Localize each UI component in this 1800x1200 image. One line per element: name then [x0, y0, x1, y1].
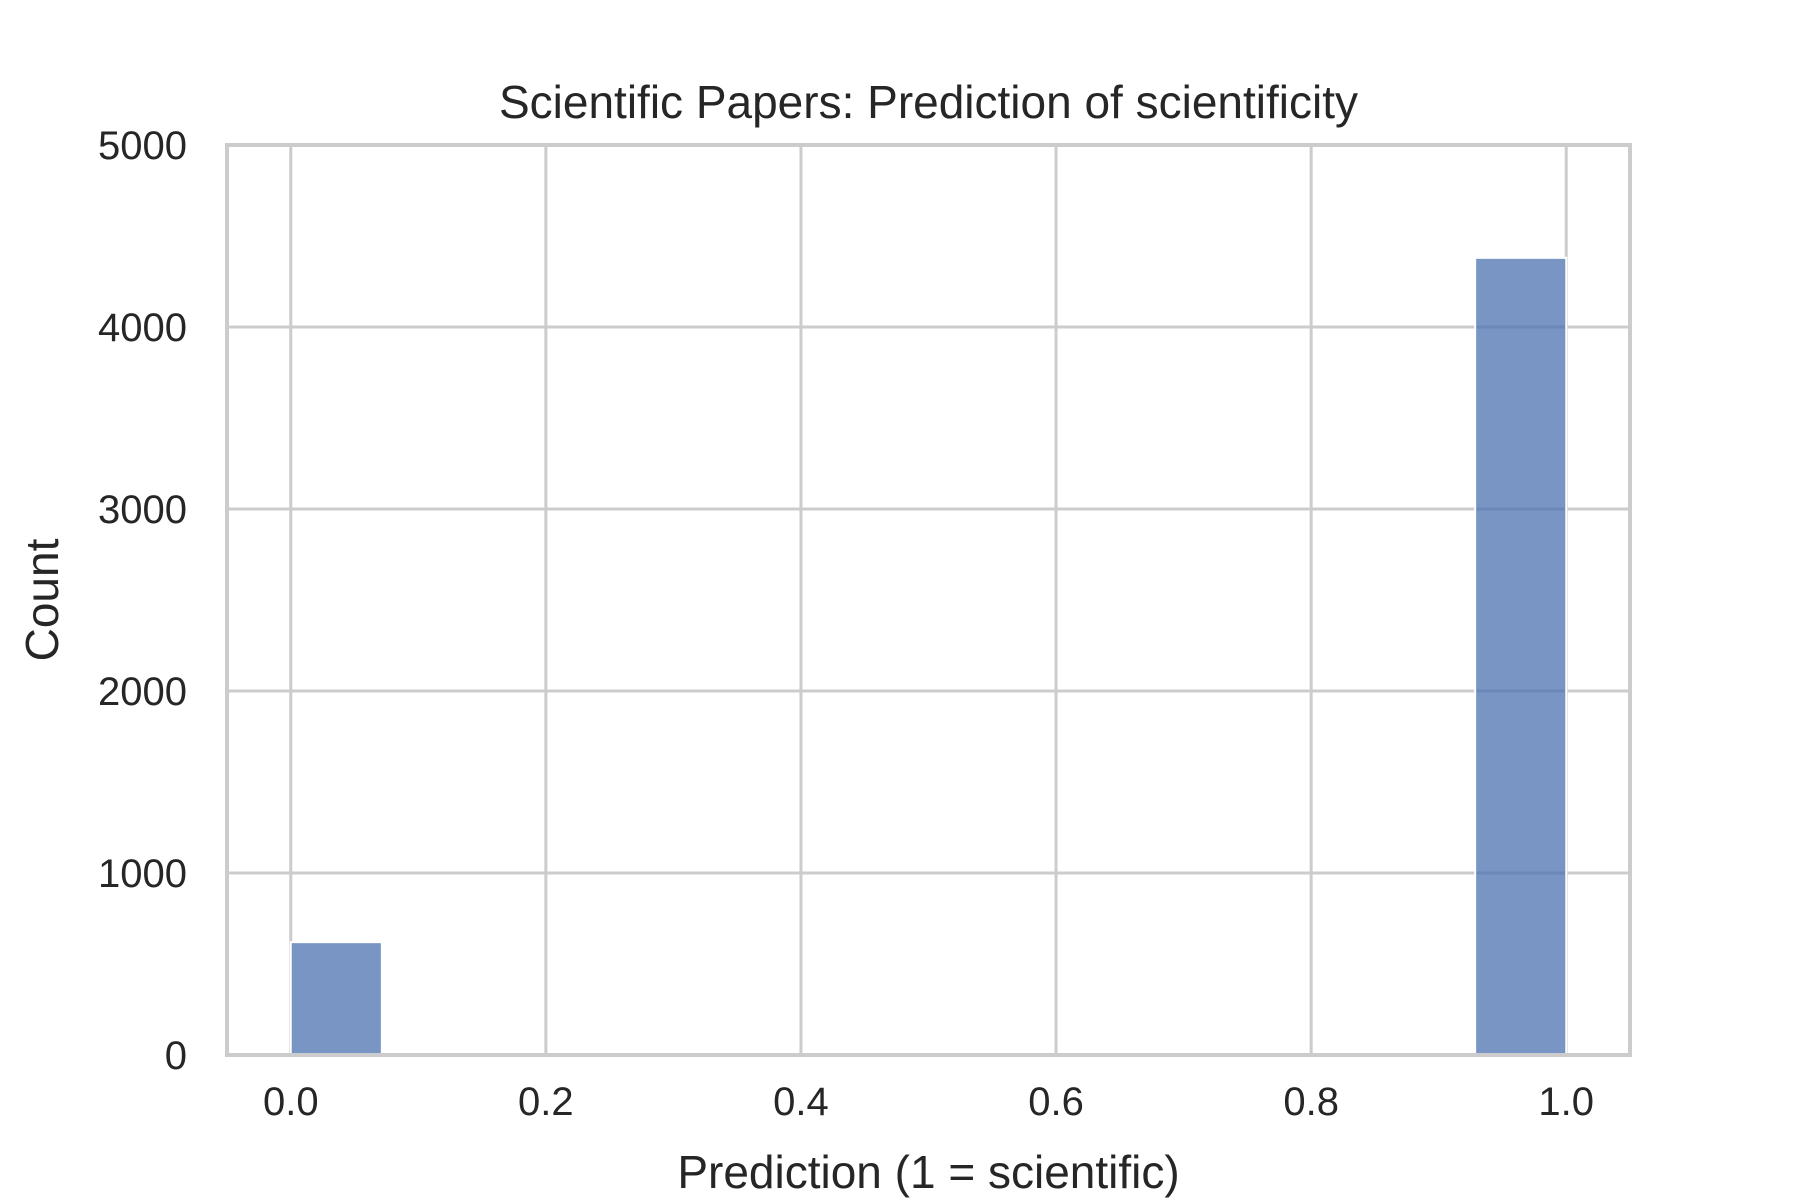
x-tick-label: 0.2: [518, 1080, 574, 1124]
grid: [227, 143, 1630, 1057]
y-tick-label: 3000: [98, 488, 187, 532]
x-tick-label: 0.8: [1283, 1080, 1339, 1124]
y-tick-label: 5000: [98, 124, 187, 168]
x-tick-label: 1.0: [1538, 1080, 1594, 1124]
x-tick-label: 0.6: [1028, 1080, 1084, 1124]
chart-title: Scientific Papers: Prediction of scienti…: [499, 76, 1358, 128]
x-tick-label: 0.4: [773, 1080, 829, 1124]
x-tick-labels: 0.0 0.2 0.4 0.6 0.8 1.0: [263, 1080, 1594, 1124]
y-tick-labels: 0 1000 2000 3000 4000 5000: [98, 124, 187, 1078]
y-tick-label: 4000: [98, 306, 187, 350]
y-tick-label: 0: [165, 1034, 187, 1078]
x-tick-label: 0.0: [263, 1080, 319, 1124]
bars: [289, 256, 1568, 1056]
histogram-bar: [289, 941, 383, 1056]
plot-frame: [225, 143, 1632, 1057]
x-axis-title: Prediction (1 = scientific): [677, 1146, 1179, 1198]
histogram-bar: [1474, 256, 1568, 1056]
y-axis-title: Count: [16, 538, 68, 661]
y-tick-label: 1000: [98, 852, 187, 896]
y-tick-label: 2000: [98, 670, 187, 714]
